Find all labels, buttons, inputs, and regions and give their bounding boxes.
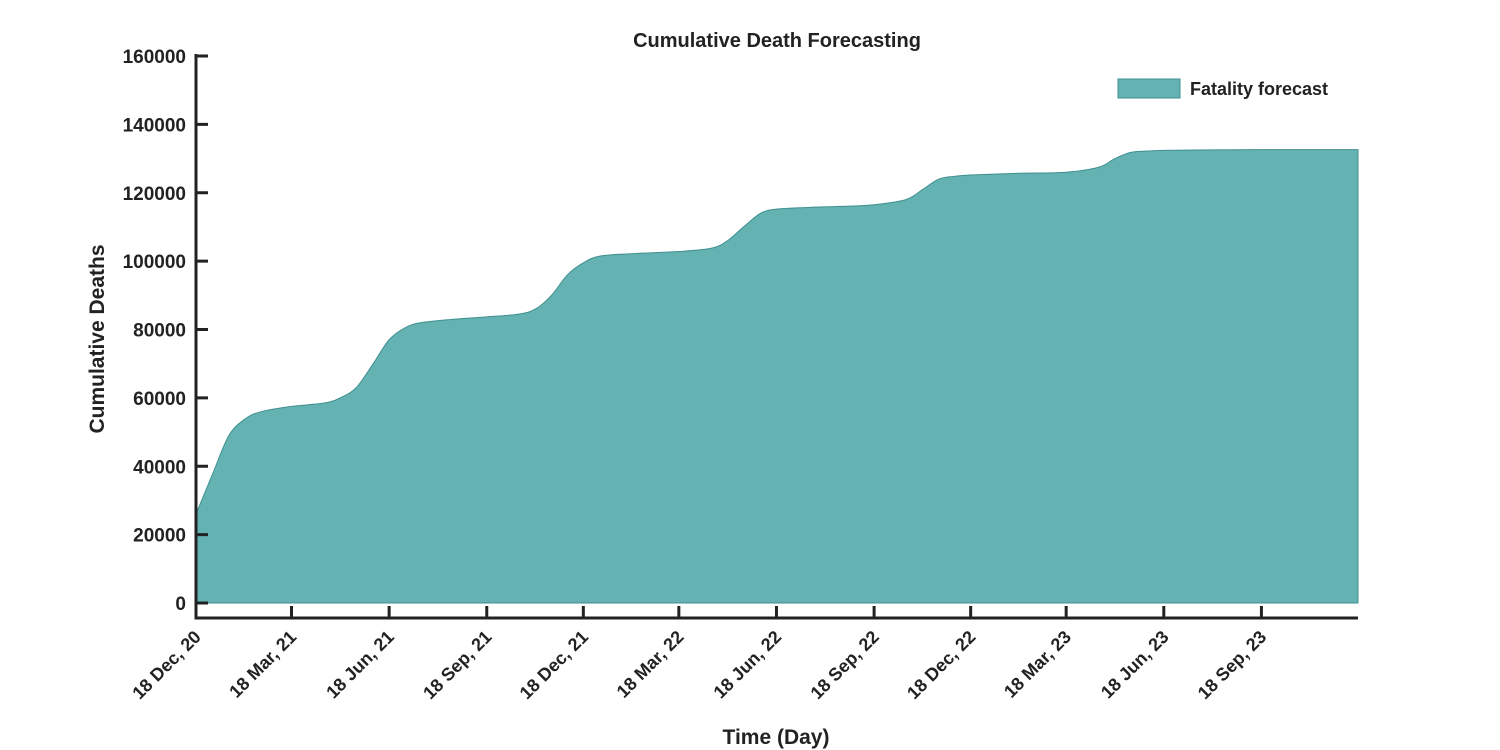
x-tick-label: 18 Dec, 21 <box>516 627 592 703</box>
y-tick-label: 60000 <box>133 389 186 410</box>
legend: Fatality forecast <box>1117 78 1328 99</box>
x-tick-label: 18 Mar, 21 <box>225 627 300 702</box>
x-tick-label: 18 Dec, 20 <box>128 627 204 703</box>
x-tick-label: 18 Jun, 21 <box>322 627 398 703</box>
y-tick-label: 140000 <box>123 115 186 136</box>
x-axis-ticks: 18 Dec, 20 18 Mar, 21 18 Jun, 21 18 Sep, 21… <box>128 606 1270 703</box>
y-tick-label: 0 <box>175 594 186 615</box>
x-tick-label: 18 Mar, 22 <box>613 627 688 702</box>
x-tick-label: 18 Sep, 22 <box>807 627 883 703</box>
x-tick-label: 18 Sep, 21 <box>419 627 495 703</box>
y-tick-label: 40000 <box>133 457 186 478</box>
y-tick-label: 160000 <box>123 47 186 68</box>
y-tick-label: 20000 <box>133 526 186 547</box>
y-tick-label: 100000 <box>123 252 186 273</box>
x-tick-label: 18 Dec, 22 <box>903 627 979 703</box>
y-tick-label: 120000 <box>123 184 186 205</box>
chart-title: Cumulative Death Forecasting <box>633 30 921 52</box>
x-axis-label: Time (Day) <box>723 726 830 749</box>
legend-swatch <box>1117 78 1181 99</box>
x-tick-label: 18 Mar, 23 <box>1000 627 1075 702</box>
x-tick-label: 18 Jun, 22 <box>710 627 786 703</box>
y-tick-label: 80000 <box>133 321 186 342</box>
x-tick-label: 18 Jun, 23 <box>1097 627 1173 703</box>
series-area-fatality-forecast <box>195 149 1359 604</box>
y-axis-label: Cumulative Deaths <box>86 244 109 433</box>
x-tick-label: 18 Sep, 23 <box>1194 627 1270 703</box>
y-axis-ticks: 0 20000 40000 60000 80000 100000 120000 140000 1… <box>123 47 208 615</box>
legend-label: Fatality forecast <box>1190 79 1328 99</box>
